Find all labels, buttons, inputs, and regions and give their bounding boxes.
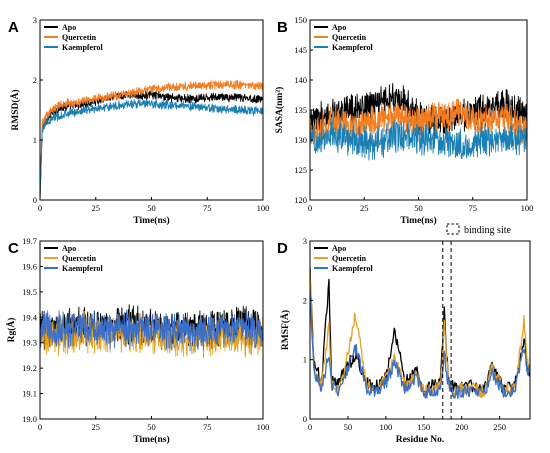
x-tick-label: 150	[417, 422, 430, 432]
x-tick-label: 25	[92, 203, 101, 213]
legend-label-quercetin: Quercetin	[332, 33, 367, 42]
legend-label-apo: Apo	[62, 244, 76, 253]
legend-label-quercetin: Quercetin	[62, 254, 97, 263]
y-tick-label: 1	[303, 355, 307, 365]
x-tick-label: 0	[308, 422, 312, 432]
y-tick-label: 2	[33, 75, 37, 85]
y-axis-label: Rg(Å)	[5, 318, 17, 343]
series-group	[310, 82, 527, 161]
x-tick-label: 0	[308, 203, 312, 213]
series-group	[40, 79, 263, 200]
x-axis-label: Residue No.	[396, 435, 445, 445]
y-tick-label: 135	[294, 105, 307, 115]
y-tick-label: 0	[33, 195, 37, 205]
legend-label-kaempferol: Kaempferol	[332, 43, 374, 52]
x-tick-label: 0	[38, 422, 42, 432]
legend-label-kaempferol: Kaempferol	[62, 264, 104, 273]
panel-letter: D	[277, 240, 288, 257]
series-line-quercetin	[310, 272, 530, 399]
y-tick-label: 2	[303, 295, 307, 305]
y-tick-label: 19.6	[22, 261, 37, 271]
binding-site-legend-label: binding site	[464, 225, 512, 236]
x-tick-label: 50	[344, 422, 353, 432]
y-tick-label: 125	[294, 165, 307, 175]
y-tick-label: 3	[303, 236, 307, 246]
series-line-quercetin	[310, 98, 527, 152]
y-tick-label: 1	[33, 135, 37, 145]
panel-letter: C	[8, 240, 19, 257]
x-tick-label: 100	[521, 203, 534, 213]
legend-label-quercetin: Quercetin	[62, 33, 97, 42]
y-tick-label: 120	[294, 195, 307, 205]
series-line-kaempferol	[40, 99, 263, 200]
x-tick-label: 50	[414, 203, 423, 213]
series-line-kaempferol	[310, 117, 527, 161]
panel-letter: A	[8, 19, 19, 36]
y-tick-label: 19.7	[22, 236, 37, 246]
y-axis-label: RMSF(Å)	[279, 310, 291, 350]
x-tick-label: 25	[360, 203, 369, 213]
y-tick-label: 19.2	[22, 363, 37, 373]
series-group	[310, 266, 530, 400]
y-axis-label: RMSD(Å)	[9, 89, 21, 130]
x-axis-label: Time(ns)	[133, 215, 169, 226]
panel-letter: B	[277, 19, 288, 36]
legend-label-apo: Apo	[332, 23, 346, 32]
y-tick-label: 3	[33, 15, 37, 25]
x-tick-label: 75	[469, 203, 478, 213]
legend-label-apo: Apo	[62, 23, 76, 32]
x-tick-label: 0	[38, 203, 42, 213]
legend-label-quercetin: Quercetin	[332, 254, 367, 263]
chart-panel-a: A 0 25 50 75 100 0 1 2 3 Time(ns) RMSD(Å) ApoQuercet…	[8, 15, 269, 226]
y-tick-label: 19.5	[22, 287, 37, 297]
y-axis-label: SASA(nm²)	[274, 87, 285, 134]
y-tick-label: 145	[294, 45, 307, 55]
y-tick-label: 140	[294, 75, 307, 85]
y-tick-label: 19.1	[22, 389, 37, 399]
y-tick-label: 130	[294, 135, 307, 145]
x-tick-label: 25	[92, 422, 101, 432]
x-tick-label: 50	[147, 203, 156, 213]
series-line-kaempferol	[40, 309, 263, 351]
x-tick-label: 50	[147, 422, 156, 432]
x-tick-label: 100	[257, 203, 270, 213]
y-tick-label: 19.4	[22, 312, 38, 322]
binding-site-legend-swatch	[446, 223, 460, 235]
series-line-quercetin	[40, 79, 263, 200]
legend-label-apo: Apo	[332, 244, 346, 253]
x-tick-label: 200	[455, 422, 468, 432]
series-group	[40, 304, 263, 359]
legend-label-kaempferol: Kaempferol	[62, 43, 104, 52]
plot-frame	[309, 240, 531, 420]
x-tick-label: 250	[493, 422, 506, 432]
series-line-kaempferol	[310, 290, 530, 400]
x-axis-label: Time(ns)	[400, 215, 436, 226]
chart-panel-c: C 0 25 50 75 100 19.0 19.1 19.2 19.3 19.4 19.5 19.6 1…	[5, 236, 269, 445]
chart-panel-b: B 0 25 50 75 100 120 125 130 135 140 145 150 Time(ns)…	[274, 15, 533, 226]
x-tick-label: 75	[203, 203, 212, 213]
x-tick-label: 100	[257, 422, 270, 432]
y-tick-label: 19.3	[22, 338, 37, 348]
legend-label-kaempferol: Kaempferol	[332, 264, 374, 273]
y-tick-label: 0	[303, 414, 307, 424]
x-tick-label: 75	[203, 422, 212, 432]
y-tick-label: 19.0	[22, 414, 37, 424]
y-tick-label: 150	[294, 15, 307, 25]
x-axis-label: Time(ns)	[133, 434, 169, 445]
x-tick-label: 100	[379, 422, 392, 432]
